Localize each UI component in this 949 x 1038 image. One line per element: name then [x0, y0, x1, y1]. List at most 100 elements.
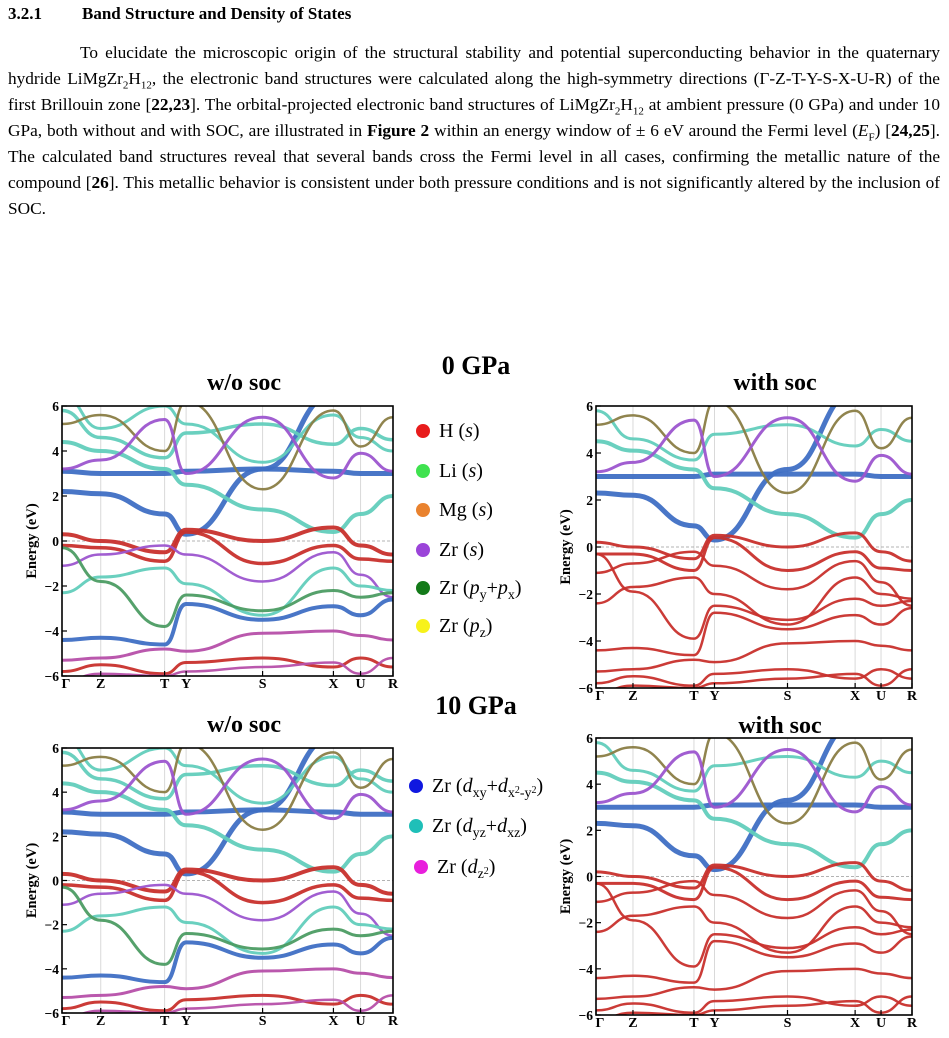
body-paragraph: To elucidate the microscopic origin of t…	[8, 43, 940, 218]
group-title-0gpa: 0 GPa	[442, 351, 511, 380]
kpoint-label: Z	[628, 1016, 637, 1031]
y-tick-label: −2	[579, 587, 594, 602]
band-line	[596, 406, 912, 495]
y-tick-label: 0	[586, 540, 593, 555]
legend-label: Zr (py+px)	[439, 577, 522, 603]
legend-item: Mg (s)	[416, 499, 493, 521]
kpoint-label: Y	[709, 689, 719, 704]
legend-color-dot	[416, 581, 430, 595]
band-line	[596, 995, 912, 1014]
y-tick-label: −4	[45, 624, 60, 639]
y-tick-label: 4	[586, 777, 593, 792]
band-line	[62, 440, 393, 535]
band-panel-0gpa-with-soc: with soc 6 4 2 0 −2 −4 −6Γ Z T Y S X U R Energy (eV)	[558, 370, 918, 704]
kpoint-label: Z	[628, 689, 637, 704]
kpoint-label: X	[328, 677, 338, 692]
band-line	[62, 885, 393, 966]
band-line	[62, 656, 393, 676]
legend-color-dot	[416, 619, 430, 633]
band-line	[62, 629, 393, 662]
kpoint-label: Y	[181, 1014, 191, 1029]
y-tick-label: 0	[586, 870, 593, 885]
kpoint-label: S	[259, 1014, 267, 1029]
kpoint-label: T	[160, 1014, 170, 1029]
band-line	[62, 993, 393, 1013]
kpoint-label: U	[876, 1016, 886, 1031]
y-axis-label: Energy (eV)	[24, 843, 40, 918]
kpoint-label: S	[784, 689, 792, 704]
y-tick-label: 0	[52, 874, 59, 889]
y-tick-label: 2	[586, 823, 593, 838]
kpoint-label: U	[355, 677, 365, 692]
kpoint-label: X	[328, 1014, 338, 1029]
y-tick-label: 4	[586, 446, 593, 461]
kpoint-label: R	[907, 1016, 918, 1031]
y-tick-label: 2	[52, 829, 59, 844]
kpoint-label: U	[355, 1014, 365, 1029]
band-panel-10gpa-with-soc: with soc 6 4 2 0 −2 −4 −6Γ Z T Y S X U R Energy (eV)	[558, 713, 918, 1031]
band-line	[62, 757, 393, 821]
band-line	[614, 995, 912, 1015]
kpoint-label: R	[388, 1014, 399, 1029]
band-line	[596, 770, 912, 870]
figure-reference: Figure 2	[367, 121, 430, 140]
section-heading: 3.2.1 Band Structure and Density of State…	[8, 4, 351, 24]
kpoint-label: Z	[96, 1014, 105, 1029]
y-axis-label: Energy (eV)	[558, 839, 574, 914]
band-line	[62, 530, 393, 566]
kpoint-label: S	[259, 677, 267, 692]
band-line	[596, 802, 912, 810]
section-number: 3.2.1	[8, 4, 42, 23]
kpoint-label: T	[689, 1016, 699, 1031]
legend-item: Zr (dz2)	[414, 856, 495, 882]
kpoint-label: Y	[709, 1016, 719, 1031]
legend-item: Zr (pz)	[416, 615, 492, 641]
legend-label: Zr (dyz+dxz)	[432, 815, 527, 841]
band-line	[596, 531, 912, 563]
legend-item: H (s)	[416, 420, 480, 442]
citation: 24,25	[891, 121, 930, 140]
y-tick-label: −4	[45, 962, 60, 977]
legend-color-dot	[409, 779, 423, 793]
kpoint-label: X	[850, 689, 860, 704]
band-line	[596, 667, 912, 687]
y-tick-label: −4	[579, 634, 594, 649]
legend-label: H (s)	[439, 420, 480, 442]
legend-label: Zr (pz)	[439, 615, 492, 641]
band-line	[62, 869, 393, 905]
legend-color-dot	[416, 543, 430, 557]
band-line	[596, 416, 912, 483]
legend-label: Zr (s)	[439, 539, 484, 561]
band-line	[596, 882, 912, 968]
band-line	[80, 994, 393, 1013]
band-line	[596, 861, 912, 892]
legend-label: Mg (s)	[439, 499, 493, 521]
band-panel-0gpa-wo-soc: w/o soc 6 4 2 0 −2 −4 −6Γ Z T Y S X U R Energy (eV)	[24, 370, 399, 692]
band-line	[62, 466, 393, 476]
band-line	[596, 536, 912, 573]
band-line	[62, 415, 393, 480]
kpoint-label: Γ	[62, 1014, 71, 1029]
y-tick-label: 6	[52, 399, 59, 414]
band-line	[596, 439, 912, 540]
legend-label: Li (s)	[439, 460, 483, 482]
legend-item: Zr (dxy+dx2-y2)	[409, 775, 543, 801]
y-tick-label: −6	[45, 669, 60, 684]
y-tick-label: 6	[586, 731, 593, 746]
band-line	[596, 639, 912, 673]
band-line	[614, 667, 912, 688]
band-line	[62, 748, 393, 831]
y-tick-label: −4	[579, 962, 594, 977]
legend-item: Zr (dyz+dxz)	[409, 815, 527, 841]
kpoint-label: X	[850, 1016, 860, 1031]
legend-label: Zr (dxy+dx2-y2)	[432, 775, 543, 801]
band-line	[596, 550, 912, 607]
legend-color-dot	[414, 860, 428, 874]
y-tick-label: −2	[579, 916, 594, 931]
kpoint-label: Y	[181, 677, 191, 692]
band-line	[62, 544, 393, 599]
band-panel-10gpa-wo-soc: w/o soc 6 4 2 0 −2 −4 −6Γ Z T Y S X U R Energy (eV)	[24, 712, 399, 1029]
band-line	[596, 552, 912, 640]
panel-title: w/o soc	[207, 370, 281, 396]
band-line	[62, 546, 393, 629]
